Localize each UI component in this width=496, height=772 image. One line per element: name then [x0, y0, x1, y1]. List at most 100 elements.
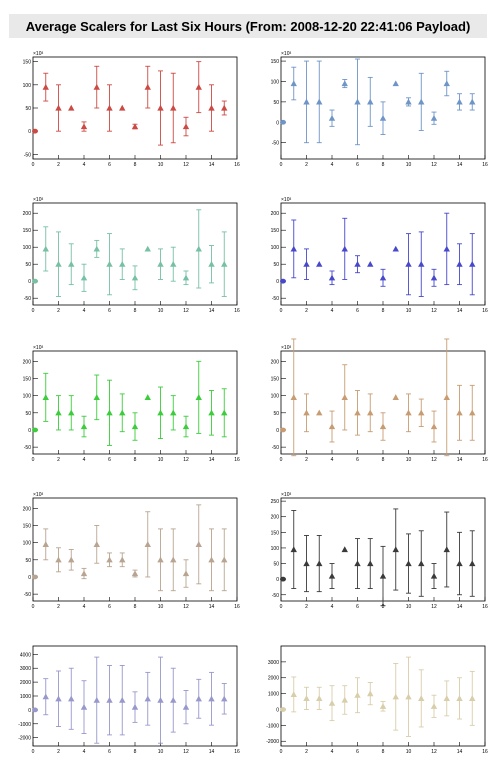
plot-4-xtick-label: 12 — [431, 308, 437, 314]
plot-8-ytick-label: -50 — [272, 593, 279, 599]
plot-2-point — [290, 80, 297, 87]
plot-3-xtick-label: 4 — [83, 308, 86, 314]
plot-6-point — [341, 394, 348, 400]
plot-7-point — [170, 556, 177, 563]
plot-9-ytick-label: 0 — [28, 708, 31, 714]
plot-2-ytick-label: 0 — [276, 120, 279, 126]
plot-1-xtick-label: 2 — [57, 162, 60, 168]
plot-5-xtick-label: 16 — [234, 457, 240, 463]
plot-2-point — [443, 80, 450, 87]
plot-6-ytick-label: 150 — [271, 376, 280, 382]
plot-9-ytick-label: -1000 — [18, 722, 31, 728]
plot-9-xtick-label: 12 — [183, 749, 189, 755]
plot-4-xtick-label: 0 — [280, 308, 283, 314]
plot-1-axis-exponent: ×10³ — [33, 51, 43, 57]
plot-4-frame — [280, 202, 486, 306]
plot-2-xtick-label: 8 — [382, 162, 385, 168]
plot-10-xtick-label: 16 — [482, 749, 488, 755]
plot-9-xtick-label: 6 — [108, 749, 111, 755]
plot-1-point — [55, 104, 62, 111]
plot-8-axis-exponent: ×10³ — [281, 492, 291, 498]
plot-9-xtick-label: 14 — [209, 749, 215, 755]
plot-9-point — [68, 695, 75, 702]
plot-6-point — [367, 409, 374, 416]
plot-3-xtick-label: 10 — [158, 308, 164, 314]
plot-8-ytick-label: 200 — [271, 515, 280, 521]
plot-6-xtick-label: 12 — [431, 457, 437, 463]
plot-7-axis-exponent: ×10³ — [33, 492, 43, 498]
plot-4-point — [405, 261, 412, 267]
page-title: Average Scalers for Last Six Hours (From… — [25, 18, 471, 34]
plot-8-xtick-label: 6 — [356, 604, 359, 610]
plot-10-ytick-label: 3000 — [268, 660, 279, 666]
plot-7-ytick-label: -50 — [24, 592, 31, 598]
plot-7-ytick-label: 0 — [28, 575, 31, 581]
plot-6-point — [316, 409, 323, 416]
plot-1-point — [170, 104, 177, 111]
plot-2-ytick-label: 100 — [271, 79, 280, 85]
plot-3-ytick-label: 100 — [23, 245, 32, 251]
plot-1-xtick-label: 16 — [234, 162, 240, 168]
plot-5-xtick-label: 0 — [32, 457, 35, 463]
plot-6-ytick-label: 100 — [271, 394, 280, 400]
plot-9-point — [93, 696, 100, 703]
plot-8-xtick-label: 10 — [406, 604, 412, 610]
plot-2-ytick-label: 150 — [271, 59, 280, 65]
plot-1-xtick-label: 4 — [83, 162, 86, 168]
plot-10-xtick-label: 0 — [280, 749, 283, 755]
plot-10-xtick-label: 10 — [406, 749, 412, 755]
plot-6-point — [469, 409, 476, 416]
plot-2-point — [341, 80, 348, 87]
plot-6-ytick-label: 50 — [273, 411, 279, 417]
plot-6-point — [280, 427, 286, 433]
plot-3-point — [93, 245, 100, 252]
plot-2-ytick-label: 50 — [273, 100, 279, 106]
plot-5-point — [221, 409, 228, 416]
plot-10-point — [303, 695, 310, 701]
plot-4-point — [392, 245, 399, 252]
plot-9-xtick-label: 8 — [134, 749, 137, 755]
plot-10-point — [430, 703, 438, 709]
plot-8-point — [443, 546, 450, 553]
plot-5-point — [32, 427, 38, 433]
plot-10-ytick-label: 1000 — [268, 692, 279, 698]
plot-4-point — [379, 274, 387, 281]
plot-5-ytick-label: 0 — [28, 428, 31, 434]
plot-10-xtick-label: 4 — [331, 749, 334, 755]
plot-4-point — [367, 261, 374, 267]
plot-5-point — [106, 409, 113, 416]
plot-2-xtick-label: 16 — [482, 162, 488, 168]
plot-3-axis-exponent: ×10³ — [33, 197, 43, 203]
plot-9-xtick-label: 2 — [57, 749, 60, 755]
plot-3-point — [32, 278, 38, 284]
plot-6-xtick-label: 6 — [356, 457, 359, 463]
plot-9-point — [80, 703, 88, 710]
plot-6-axis-exponent: ×10³ — [281, 345, 291, 351]
plot-8-point — [341, 546, 348, 553]
plot-7-point — [157, 556, 164, 563]
plot-3-point — [208, 261, 215, 267]
plot-3-point — [182, 274, 190, 281]
plot-7-point — [42, 541, 49, 547]
plot-5-xtick-label: 10 — [158, 457, 164, 463]
plot-8-xtick-label: 0 — [280, 604, 283, 610]
plot-10-point — [328, 699, 336, 706]
plot-3-xtick-label: 8 — [134, 308, 137, 314]
plot-4-point — [280, 278, 286, 284]
plot-8-point — [456, 560, 463, 567]
plot-1-xtick-label: 14 — [209, 162, 215, 168]
plot-1-point — [157, 104, 164, 111]
plot-9-xtick-label: 4 — [83, 749, 86, 755]
plot-9-xtick-label: 10 — [158, 749, 164, 755]
plot-2-point — [418, 98, 425, 105]
plot-2-point — [303, 98, 310, 105]
plot-5-ytick-label: 100 — [23, 394, 32, 400]
plot-4-point — [443, 245, 450, 252]
plot-3-point — [131, 274, 139, 281]
plot-10-point — [443, 695, 450, 701]
plot-10-point — [290, 691, 297, 698]
plot-3-point — [144, 245, 151, 252]
plot-4-point — [456, 261, 463, 267]
plot-9-point — [144, 695, 151, 702]
